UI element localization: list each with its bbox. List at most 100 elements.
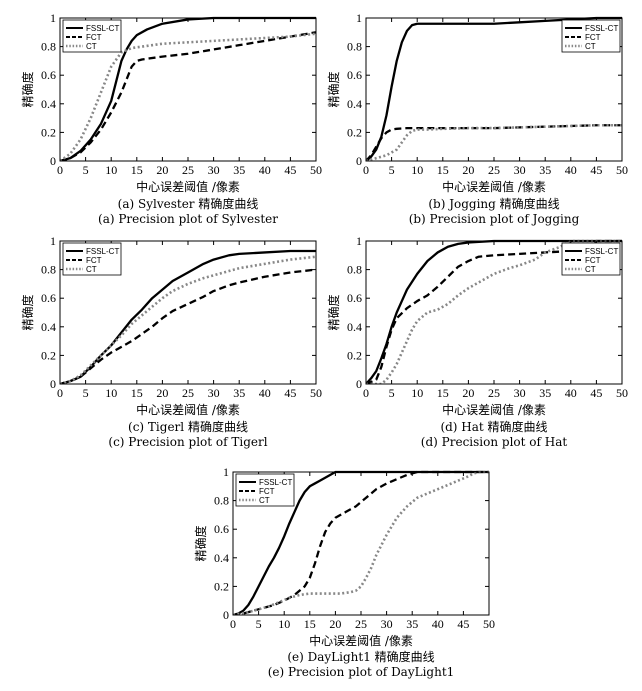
x-tick-label: 15 [304,617,316,631]
legend-label-fct: FCT [86,256,102,265]
y-tick-label: 0.4 [347,320,362,334]
y-tick-label: 0.8 [41,40,56,54]
y-tick-label: 0.8 [347,40,362,54]
x-tick-label: 5 [389,163,395,177]
series-line-ct [233,470,489,615]
x-tick-label: 5 [256,617,262,631]
legend-label-ct: CT [585,265,596,274]
chart-panel-b: 0 5 10 15 20 25 30 35 40 45 50 0 0.2 0.4 0.6 0.8 1 中心误差阈值… [326,11,628,226]
x-tick-label: 40 [259,163,271,177]
y-tick-label: 0.6 [41,68,56,82]
y-tick-label: 0.2 [214,579,229,593]
series-line-fct [60,268,316,384]
x-tick-label: 45 [590,163,602,177]
x-axis-label: 中心误差阈值 /像素 [442,179,546,194]
series-group [366,16,622,161]
y-tick-label: 1 [50,11,56,25]
x-tick-label: 40 [259,386,271,400]
caption-en: (a) Precision plot of Sylvester [98,212,278,226]
x-axis-label: 中心误差阈值 /像素 [309,633,413,648]
x-axis-label: 中心误差阈值 /像素 [136,179,240,194]
series-line-fssl-ct [366,16,622,161]
x-tick-label: 25 [182,386,194,400]
legend-label-fssl-ct: FSSL-CT [86,247,119,256]
x-tick-label: 30 [381,617,393,631]
x-tick-label: 25 [488,163,500,177]
caption-cn: (a) Sylvester 精确度曲线 [118,196,259,211]
x-tick-label: 30 [514,386,526,400]
chart-panel-d: 0 5 10 15 20 25 30 35 40 45 50 0 0.2 0.4 0.6 0.8 1 中心误差阈值… [326,234,628,449]
legend-label-ct: CT [585,42,596,51]
x-tick-label: 50 [616,386,628,400]
y-axis-label: 精确度 [326,294,341,330]
legend-label-fssl-ct: FSSL-CT [585,24,618,33]
y-tick-label: 0.4 [214,551,229,565]
y-tick-label: 1 [223,465,229,479]
x-tick-label: 35 [539,163,551,177]
x-tick-label: 50 [616,163,628,177]
legend-label-fct: FCT [86,33,102,42]
caption-en: (b) Precision plot of Jogging [409,212,580,226]
x-tick-label: 10 [105,386,117,400]
caption-cn: (d) Hat 精确度曲线 [440,419,547,434]
x-tick-label: 40 [565,163,577,177]
legend-label-fssl-ct: FSSL-CT [259,478,292,487]
x-tick-label: 20 [329,617,341,631]
series-line-fct [60,31,316,161]
y-axis-label: 精确度 [193,525,208,561]
x-tick-label: 10 [278,617,290,631]
chart-panel-c: 0 5 10 15 20 25 30 35 40 45 50 0 0.2 0.4 0.6 0.8 1 中心误差阈值… [20,234,322,449]
y-tick-label: 0.8 [347,263,362,277]
series-group [60,249,316,384]
x-tick-label: 5 [389,386,395,400]
x-tick-label: 25 [182,163,194,177]
y-tick-label: 0 [356,377,362,391]
x-tick-label: 25 [355,617,367,631]
series-line-ct [60,255,316,384]
x-tick-label: 45 [284,386,296,400]
caption-cn: (b) Jogging 精确度曲线 [428,196,559,211]
y-tick-label: 0.8 [214,494,229,508]
y-tick-label: 0.2 [347,125,362,139]
x-tick-label: 30 [208,386,220,400]
legend-label-fct: FCT [585,256,601,265]
y-axis-label: 精确度 [20,71,35,107]
legend-label-fct: FCT [259,487,275,496]
y-tick-label: 0.4 [347,97,362,111]
x-tick-label: 0 [363,386,369,400]
chart-panel-e: 0 5 10 15 20 25 30 35 40 45 50 0 0.2 0.4 0.6 0.8 1 中心误差阈值… [193,465,495,679]
legend-label-fct: FCT [585,33,601,42]
legend-label-fssl-ct: FSSL-CT [585,247,618,256]
x-tick-label: 10 [411,386,423,400]
x-tick-label: 50 [310,386,322,400]
series-line-ct [366,123,622,161]
x-tick-label: 35 [233,163,245,177]
y-tick-label: 0 [50,154,56,168]
x-tick-label: 45 [457,617,469,631]
caption-cn: (c) Tigerl 精确度曲线 [128,419,248,434]
legend-label-ct: CT [259,496,270,505]
y-tick-label: 0.2 [41,348,56,362]
y-tick-label: 0.6 [214,522,229,536]
y-axis-label: 精确度 [20,294,35,330]
x-tick-label: 15 [437,163,449,177]
x-tick-label: 5 [83,163,89,177]
x-tick-label: 0 [363,163,369,177]
series-line-fssl-ct [60,249,316,384]
x-tick-label: 50 [483,617,495,631]
x-tick-label: 15 [131,386,143,400]
series-line-ct [366,239,622,384]
y-axis-label: 精确度 [326,71,341,107]
y-tick-label: 0.6 [41,291,56,305]
x-tick-label: 5 [83,386,89,400]
x-tick-label: 15 [131,163,143,177]
x-tick-label: 40 [432,617,444,631]
y-tick-label: 0 [50,377,56,391]
caption-cn: (e) DayLight1 精确度曲线 [287,649,434,664]
